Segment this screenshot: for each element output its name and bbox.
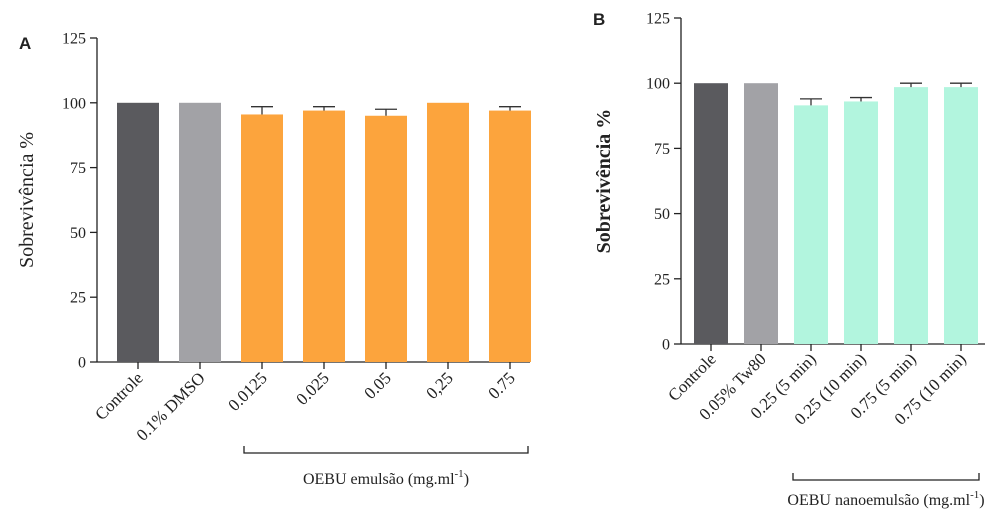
panel-b-bar — [744, 83, 778, 344]
panel-a-y-tick-label: 125 — [62, 31, 86, 48]
panel-a-chart: A 0 25 50 75 100 125 Sobrevivência % Controle 0.… — [16, 31, 531, 488]
panel-b-y-tick-label: 50 — [654, 206, 670, 223]
panel-b-y-tick-label: 75 — [654, 141, 670, 158]
panel-b-letter: B — [593, 10, 605, 29]
panel-a-y-tick-label: 75 — [70, 160, 86, 177]
panel-a-y-tick-label: 50 — [70, 225, 86, 242]
panel-b-group-label: OEBU nanoemulsão (mg.ml-1) — [787, 489, 984, 509]
panel-b-y-tick-label: 0 — [662, 337, 670, 354]
panel-a-bar — [489, 110, 531, 363]
panel-b-group-bracket — [792, 473, 980, 481]
panel-a-bar — [303, 110, 345, 363]
panel-a-group-label: OEBU emulsão (mg.ml-1) — [303, 468, 469, 488]
panel-b-bar — [894, 87, 928, 344]
panel-b-bar — [944, 87, 978, 344]
panel-a-y-tick-label: 0 — [78, 355, 86, 372]
panel-b-y-tick-label: 100 — [646, 76, 670, 93]
panel-a-bar — [179, 102, 221, 363]
panel-b-y-axis-title: Sobrevivência % — [593, 109, 615, 254]
panel-a-y-axis-title: Sobrevivência % — [16, 132, 38, 268]
panel-b-y-tick-label: 25 — [654, 271, 670, 288]
panel-a-category-label: 0,25 — [422, 368, 456, 402]
panel-a-y-tick-label: 25 — [70, 290, 86, 307]
panel-a-group-bracket — [243, 446, 529, 454]
panel-a-category-label: 0.0125 — [224, 368, 270, 414]
panel-b-bar — [694, 83, 728, 344]
panel-a-category-label: Controle — [91, 368, 147, 424]
panel-a-y-tick-label: 100 — [62, 95, 86, 112]
panel-b-bar — [794, 105, 828, 344]
panel-b-bar — [844, 101, 878, 345]
panel-a-letter: A — [19, 34, 31, 53]
panel-b-y-tick-label: 125 — [646, 11, 670, 28]
panel-a-bar — [365, 115, 407, 362]
panel-a-bar — [117, 102, 159, 363]
panel-a-category-label: 0.75 — [484, 368, 518, 402]
panel-a-category-label: 0.05 — [360, 368, 394, 402]
panel-a-bar — [427, 102, 469, 363]
panel-a-category-label: 0.025 — [292, 368, 332, 408]
panel-a-bar — [241, 114, 283, 363]
